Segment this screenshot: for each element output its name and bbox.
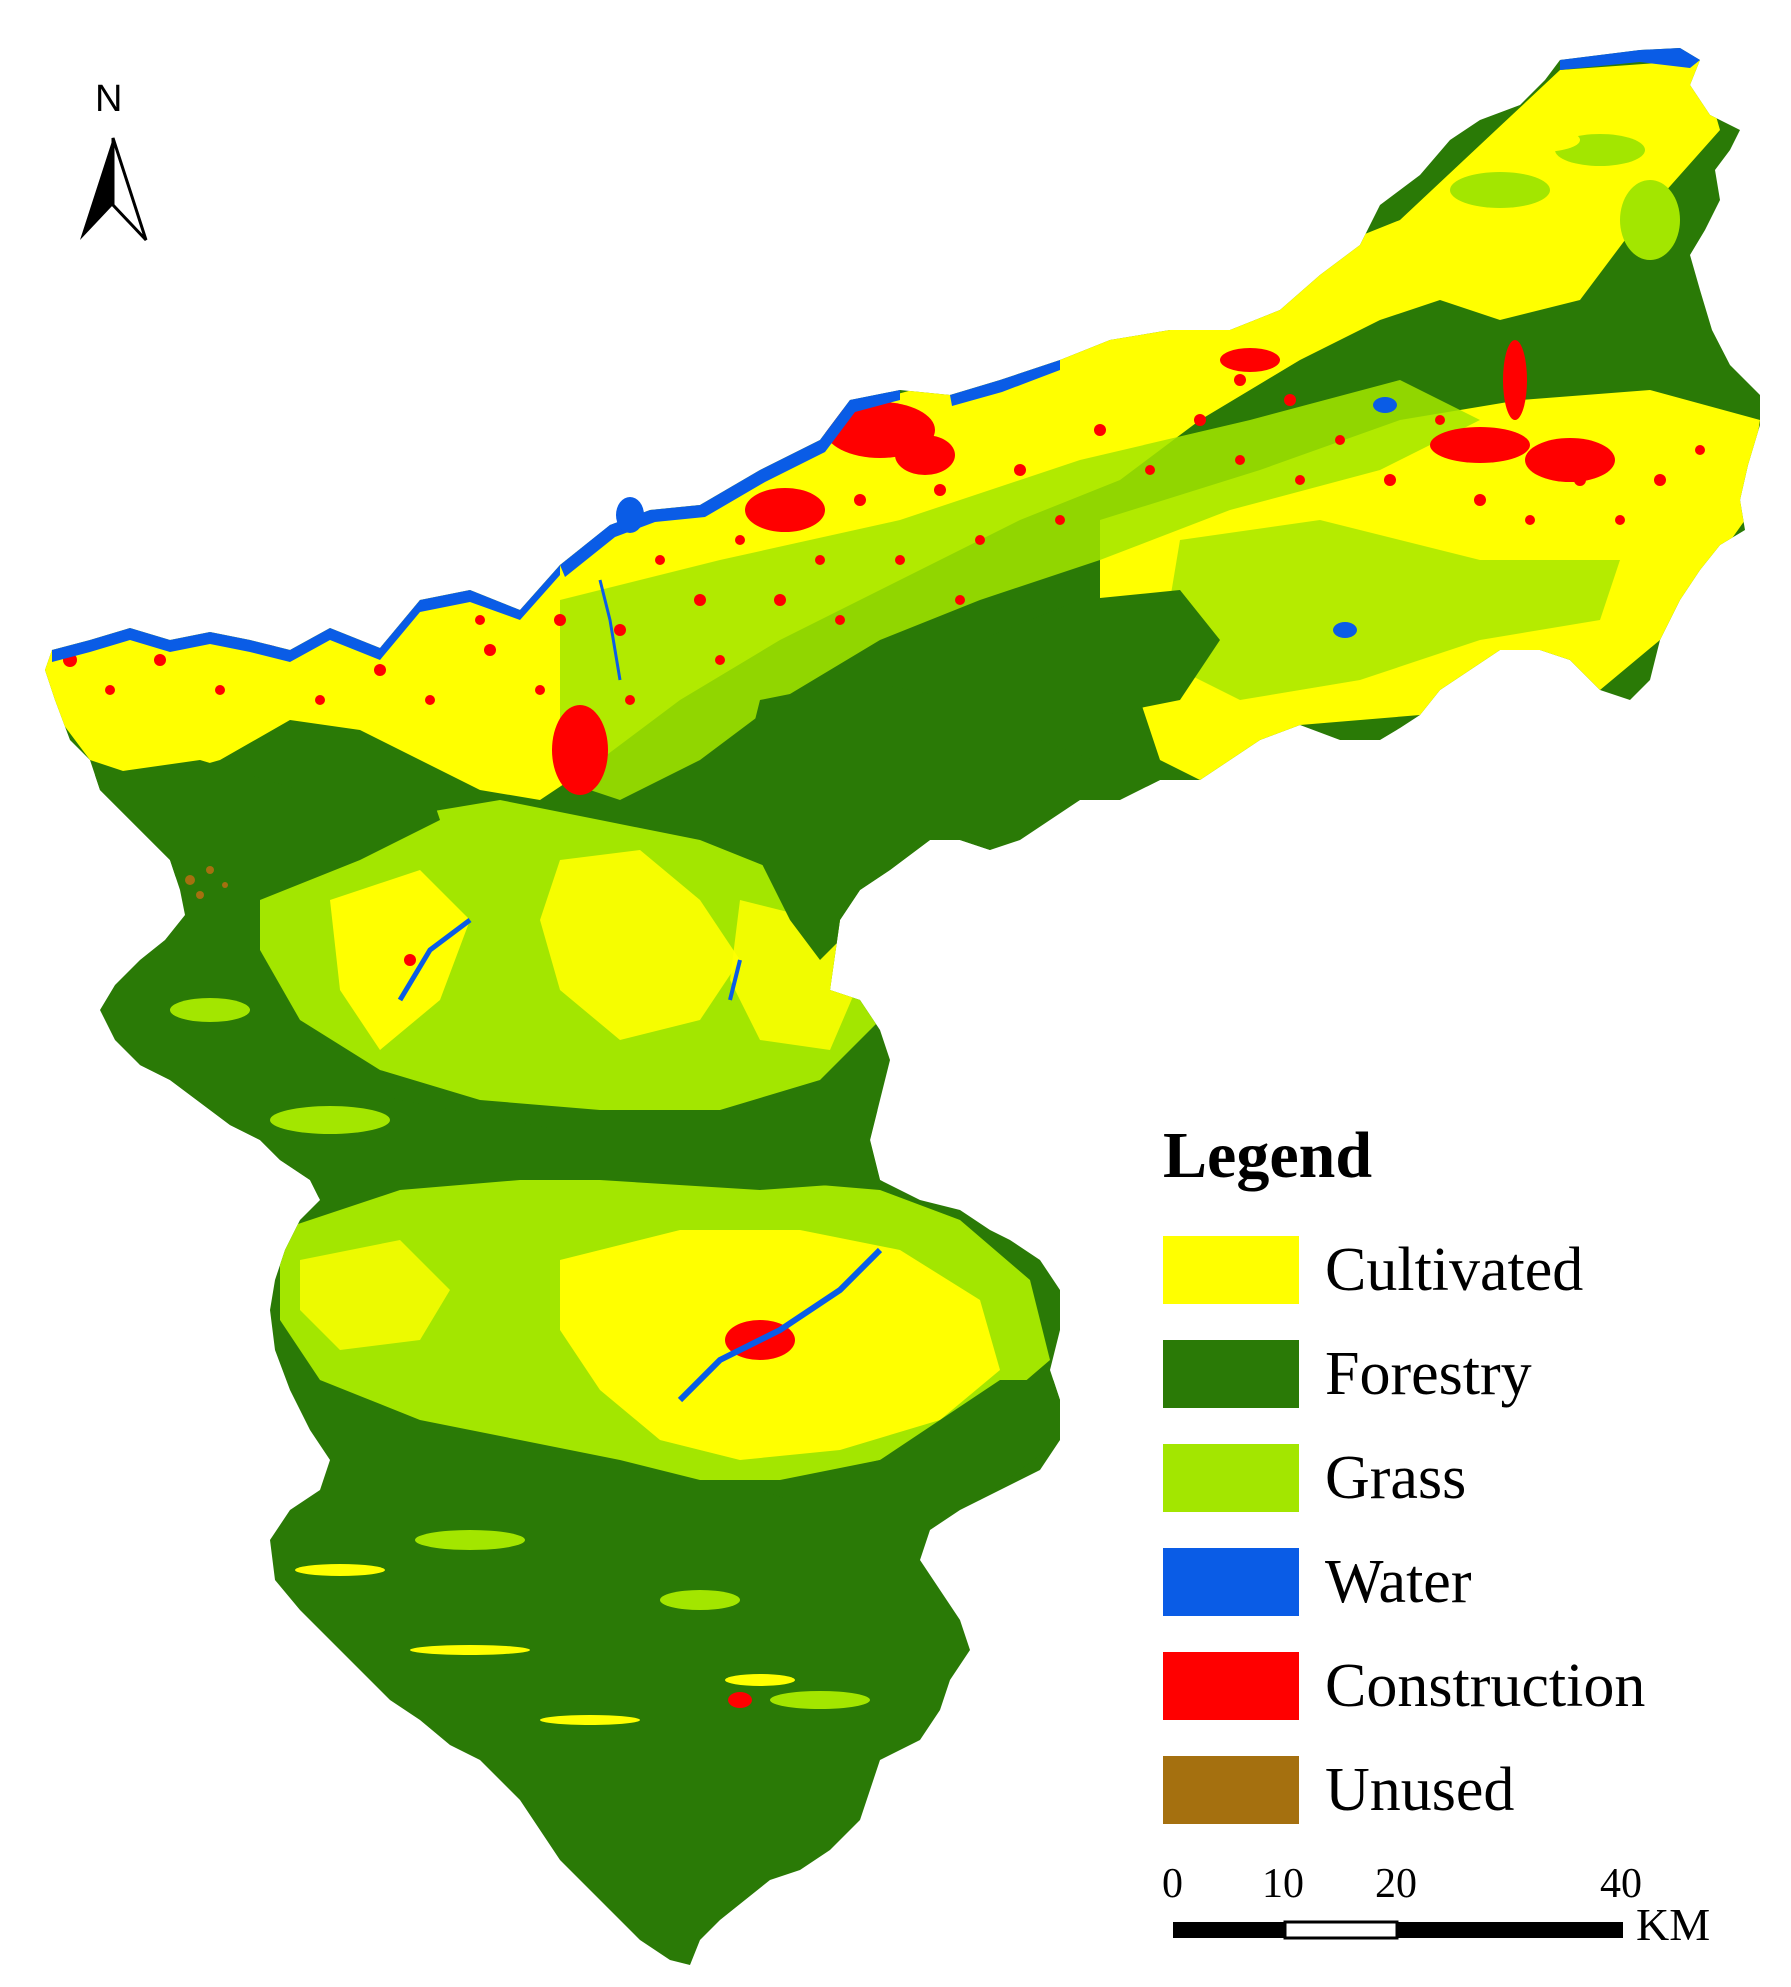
scale-segment-20-40 <box>1397 1922 1623 1938</box>
scale-segment-0-10 <box>1173 1922 1285 1938</box>
legend-swatch-construction <box>1163 1652 1299 1720</box>
legend-label-forestry: Forestry <box>1325 1339 1532 1408</box>
north-label: N <box>95 78 123 120</box>
scale-label-40: 40 <box>1600 1861 1642 1907</box>
cultivated-zone <box>300 1240 450 1350</box>
legend-label-water: Water <box>1325 1547 1472 1616</box>
scale-unit: KM <box>1636 1899 1711 1950</box>
scale-label-10: 10 <box>1262 1861 1304 1907</box>
construction-scatter <box>63 374 1705 966</box>
scale-segment-10-20 <box>1283 1920 1399 1940</box>
grass-zone <box>560 380 1480 800</box>
north-arrow-icon <box>80 137 148 242</box>
forestry-zone <box>760 1380 1060 1520</box>
forestry-zone <box>120 1040 900 1200</box>
legend-swatch-water <box>1163 1548 1299 1616</box>
construction-settlements <box>552 340 1615 1708</box>
unused-patches <box>185 866 228 899</box>
legend-item-construction: Construction <box>1163 1651 1645 1721</box>
legend-swatch-forestry <box>1163 1340 1299 1408</box>
legend-swatch-grass <box>1163 1444 1299 1512</box>
legend-item-forestry: Forestry <box>1163 1339 1532 1409</box>
legend-item-cultivated: Cultivated <box>1163 1235 1583 1305</box>
forestry-zone <box>740 680 1180 960</box>
legend-label-cultivated: Cultivated <box>1325 1235 1584 1304</box>
cultivated-zone <box>540 850 740 1040</box>
legend-label-grass: Grass <box>1325 1443 1467 1512</box>
legend-item-unused: Unused <box>1163 1755 1514 1825</box>
legend-title: Legend <box>1163 1119 1373 1192</box>
legend-label-construction: Construction <box>1325 1651 1646 1720</box>
water-border <box>52 48 1700 662</box>
legend-item-grass: Grass <box>1163 1443 1466 1513</box>
legend-swatch-unused <box>1163 1756 1299 1824</box>
forestry-zone <box>60 760 440 900</box>
grass-zone <box>1160 520 1620 700</box>
scale-label-20: 20 <box>1375 1861 1417 1907</box>
legend-swatch-cultivated <box>1163 1236 1299 1304</box>
scale-label-0: 0 <box>1162 1861 1183 1907</box>
scale-bar <box>1173 1920 1623 1940</box>
legend-item-water: Water <box>1163 1547 1471 1617</box>
forestry-zone <box>980 590 1220 720</box>
cultivated-patches <box>295 128 1580 1725</box>
legend-label-unused: Unused <box>1325 1755 1515 1824</box>
rivers <box>397 579 883 1403</box>
cultivated-zone <box>330 870 470 1050</box>
grass-patches <box>170 134 1680 1709</box>
